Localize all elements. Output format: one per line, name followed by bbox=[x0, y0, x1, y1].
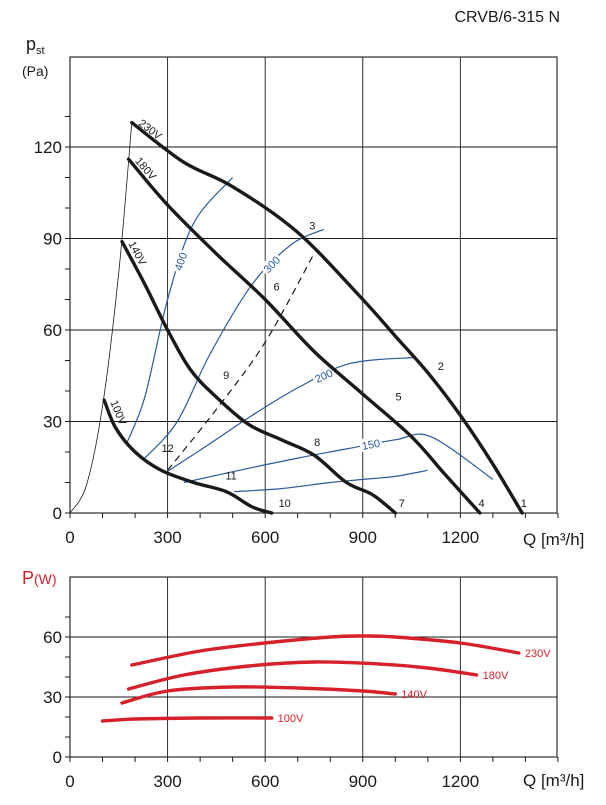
efficiency-label-400: 400 bbox=[173, 251, 190, 272]
fan-curve-230V bbox=[130, 120, 524, 515]
pressure-y-tick-label: 0 bbox=[53, 504, 62, 523]
operating-point-3: 3 bbox=[309, 220, 315, 232]
power-grid bbox=[69, 576, 558, 758]
power-chart: P(W) Q [m³/h] 0 300 600 900 1200 0 30 60 230V 18… bbox=[22, 568, 584, 791]
fan-curve-180V bbox=[126, 157, 482, 515]
pressure-frame bbox=[69, 56, 558, 514]
operating-point-4: 4 bbox=[478, 498, 484, 510]
fan-curve-100V bbox=[102, 398, 274, 515]
efficiency-label-bg bbox=[358, 435, 383, 453]
model-title: CRVB/6-315 N bbox=[454, 9, 560, 26]
pressure-axis-ticks: 0 300 600 900 1200 0 30 60 90 120 bbox=[34, 116, 559, 547]
efficiency-label-bg bbox=[259, 251, 284, 277]
efficiency-curve-400 bbox=[126, 177, 234, 444]
pressure-axis-unit: (Pa) bbox=[22, 63, 48, 79]
power-curve-100V bbox=[100, 716, 274, 723]
pressure-grid bbox=[69, 56, 558, 514]
power-curve-180V bbox=[126, 660, 479, 691]
pressure-x-tick-label: 1200 bbox=[441, 528, 479, 547]
power-curve-140V bbox=[120, 685, 397, 705]
power-x-tick-label: 900 bbox=[349, 772, 377, 791]
pressure-axis-label: pst bbox=[26, 34, 45, 57]
pressure-y-tick-label: 120 bbox=[34, 138, 62, 157]
power-y-tick-label: 0 bbox=[53, 748, 62, 767]
system-curves bbox=[69, 122, 315, 514]
operating-point-10: 10 bbox=[279, 498, 291, 510]
pressure-x-tick-label: 0 bbox=[65, 528, 74, 547]
efficiency-curve-150 bbox=[183, 433, 494, 484]
efficiency-curve-300 bbox=[144, 228, 324, 459]
fan-curve-140V bbox=[120, 239, 397, 515]
power-x-tick-label: 600 bbox=[251, 772, 279, 791]
power-frame bbox=[69, 576, 558, 758]
power-axis-label: P(W) bbox=[22, 568, 57, 588]
operating-point-8: 8 bbox=[314, 437, 320, 449]
operating-point-1: 1 bbox=[521, 498, 527, 510]
power-y-tick-label: 30 bbox=[43, 688, 62, 707]
pressure-x-tick-label: 300 bbox=[153, 528, 181, 547]
power-curve-label-140V: 140V bbox=[401, 689, 427, 701]
efficiency-label-bg bbox=[170, 248, 190, 274]
operating-point-2: 2 bbox=[438, 361, 444, 373]
pressure-x-tick-label: 900 bbox=[349, 528, 377, 547]
operating-point-11: 11 bbox=[225, 471, 236, 483]
power-curve-label-230V: 230V bbox=[525, 648, 551, 660]
pressure-chart: pst (Pa) Q [m³/h] 0 300 600 900 1200 0 30 60 90 1… bbox=[22, 34, 584, 549]
power-curve-label-100V: 100V bbox=[278, 713, 304, 725]
pressure-axis-subscript: st bbox=[36, 45, 45, 57]
efficiency-label-150: 150 bbox=[361, 438, 381, 453]
pressure-y-tick-label: 90 bbox=[43, 230, 62, 249]
system-curve-parabola bbox=[69, 122, 133, 514]
power-curve-label-180V: 180V bbox=[483, 670, 509, 682]
power-curves: 230V 180V 140V 100V bbox=[100, 634, 551, 725]
operating-point-9: 9 bbox=[223, 370, 229, 382]
power-axis-unit: (W) bbox=[34, 571, 57, 587]
pressure-x-tick-label: 600 bbox=[251, 528, 279, 547]
power-x-tick-label: 300 bbox=[153, 772, 181, 791]
efficiency-label-bg bbox=[310, 364, 337, 386]
power-axis-symbol: P bbox=[22, 568, 34, 588]
operating-point-5: 5 bbox=[395, 391, 401, 403]
pressure-y-tick-label: 60 bbox=[43, 321, 62, 340]
power-curve-230V bbox=[130, 634, 521, 667]
efficiency-curve-unlabeled-4 bbox=[234, 469, 428, 493]
pressure-x-axis-label: Q [m³/h] bbox=[523, 530, 584, 549]
power-x-tick-label: 0 bbox=[65, 772, 74, 791]
pressure-y-tick-label: 30 bbox=[43, 413, 62, 432]
power-y-tick-label: 60 bbox=[43, 628, 62, 647]
system-curve-dashed bbox=[167, 253, 315, 471]
power-axis-ticks: 0 300 600 900 1200 0 30 60 bbox=[43, 616, 559, 791]
pressure-axis-symbol: p bbox=[26, 34, 36, 54]
efficiency-curve-200 bbox=[163, 356, 415, 474]
power-x-axis-label: Q [m³/h] bbox=[523, 771, 584, 790]
operating-point-12: 12 bbox=[161, 443, 173, 455]
operating-point-6: 6 bbox=[274, 281, 280, 293]
power-x-tick-label: 1200 bbox=[441, 772, 479, 791]
operating-point-7: 7 bbox=[399, 498, 405, 510]
